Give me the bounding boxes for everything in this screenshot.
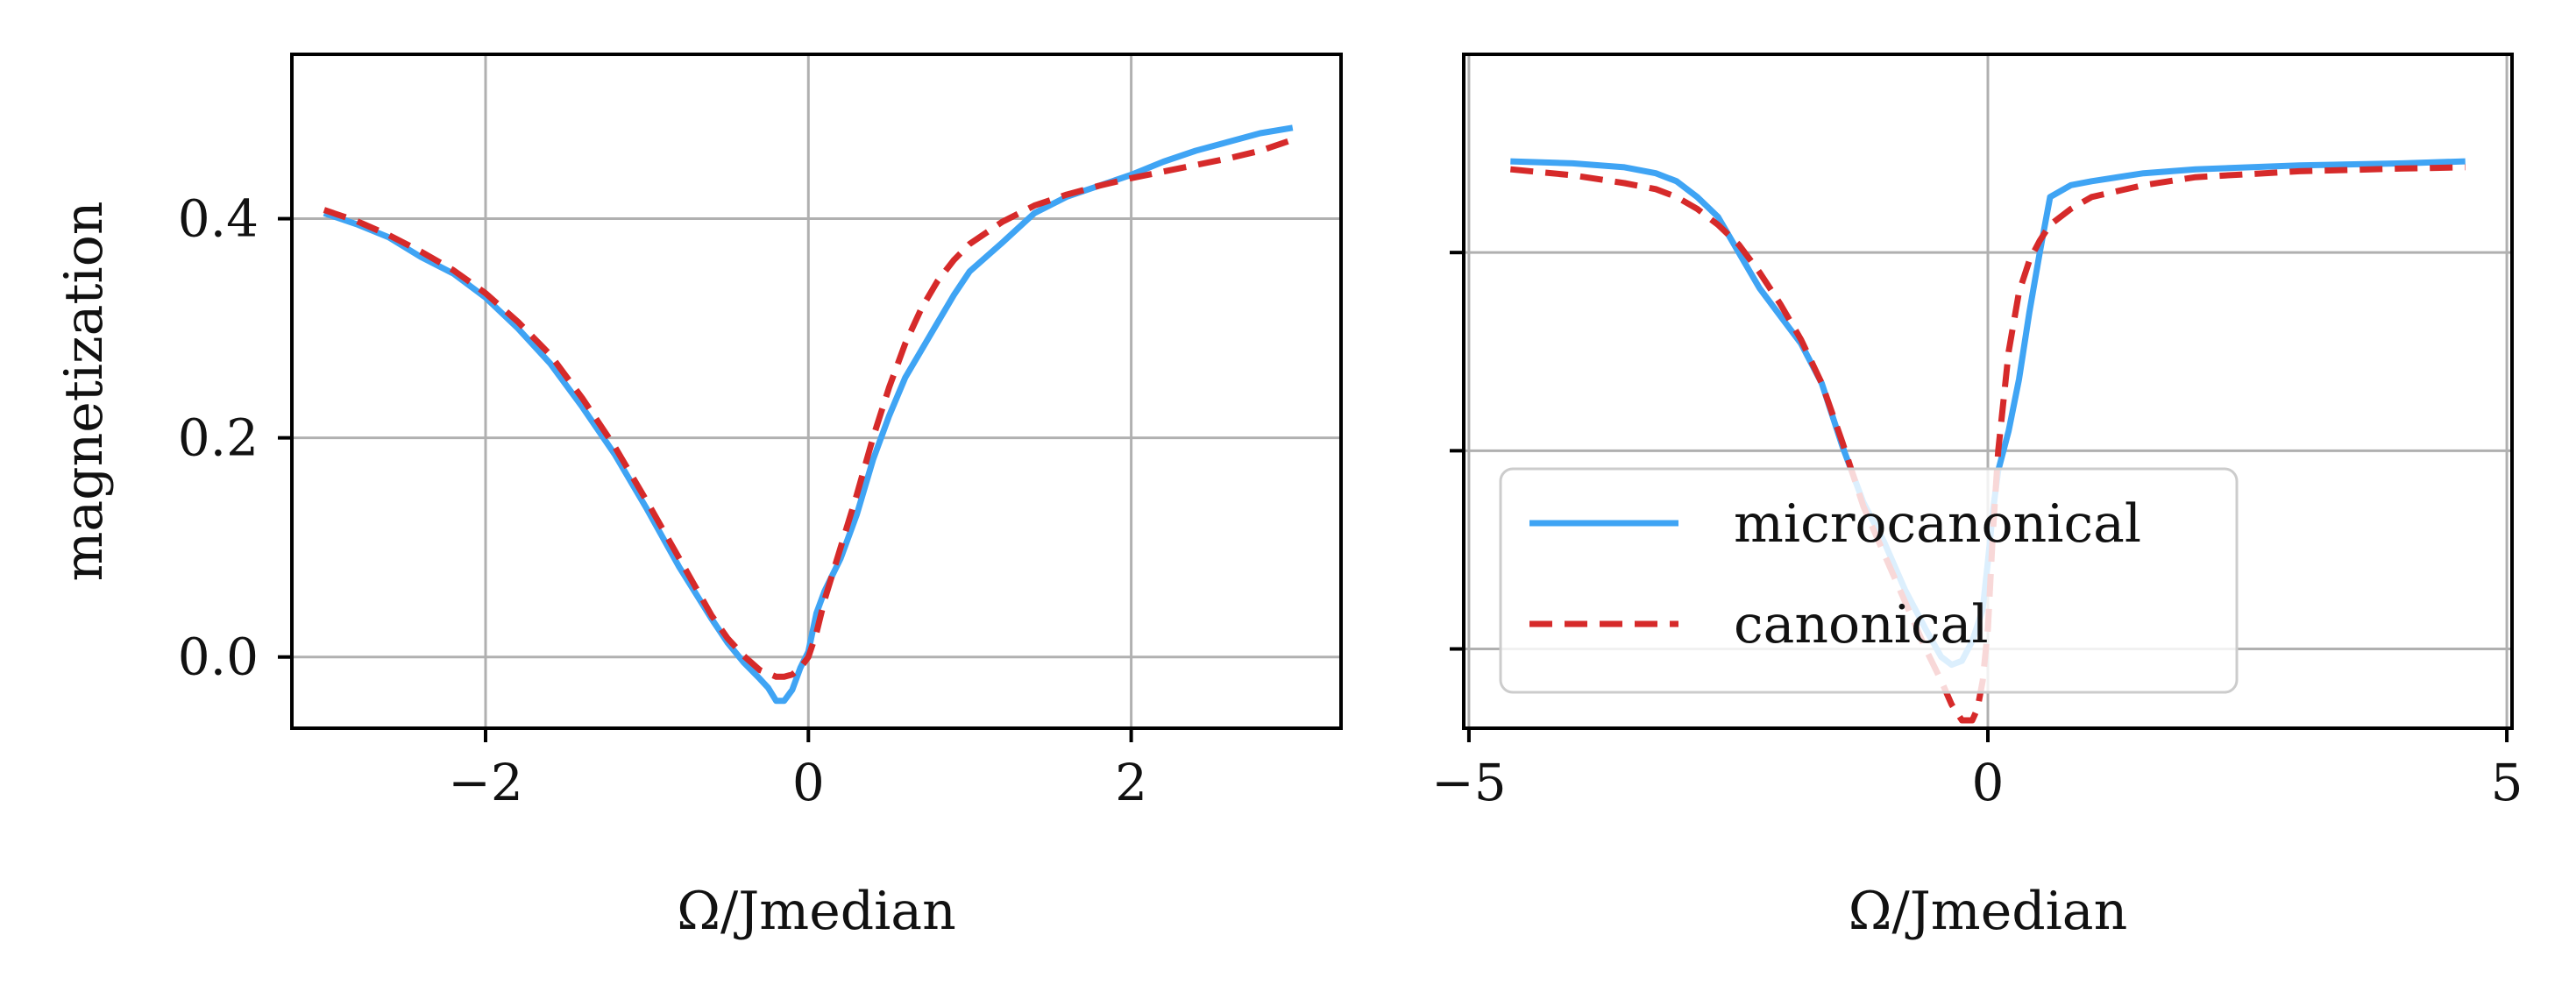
right-xtick-label-1: 0 [1972,753,2005,812]
left-xlabel: Ω/Jmedian [677,881,955,942]
legend-box [1499,467,2239,694]
right-xtick-label-0: −5 [1431,753,1507,812]
left-ytick-label-1: 0.2 [178,408,259,468]
left-xtick-label-2: 2 [1115,753,1147,812]
left-ytick-label-2: 0.4 [178,189,259,249]
right-xlabel: Ω/Jmedian [1849,881,2127,942]
left-xtick-label-1: 0 [792,753,825,812]
left-xtick-label-0: −2 [448,753,523,812]
right-xtick-label-2: 5 [2491,753,2523,812]
left-series-canonical-line [323,137,1294,680]
left-ylabel: magnetization [53,202,115,582]
left-plot: −2 0 2 0.0 0.2 0.4 Ω/Jmedian magnetization [53,53,1343,942]
left-ytick-label-0: 0.0 [178,627,259,687]
legend-microcanonical-label: microcanonical [1734,493,2141,555]
legend-canonical-label: canonical [1734,594,1989,655]
left-axes-frame [290,53,1343,730]
legend: microcanonical canonical [1499,467,2239,694]
left-series-group [323,124,1294,705]
right-series-canonical-line [1509,164,2466,724]
